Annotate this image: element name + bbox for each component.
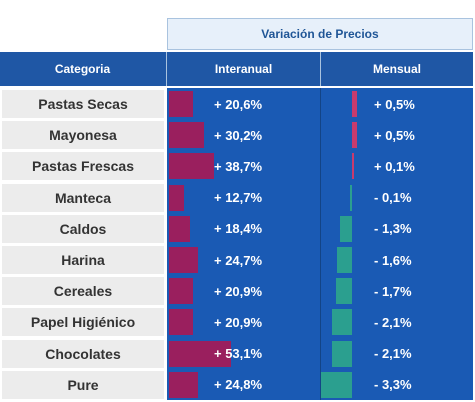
header-separator [166, 52, 167, 86]
interanual-bar [169, 278, 194, 305]
category-label: Papel Higiénico [2, 308, 164, 337]
interanual-value: + 20,9% [214, 283, 263, 299]
header-separator [320, 52, 321, 86]
interanual-header: Interanual [214, 62, 273, 76]
interanual-bar [169, 215, 191, 242]
mensual-value: - 3,3% [374, 377, 412, 393]
mensual-value: - 1,3% [374, 221, 412, 237]
column-header-bar [0, 52, 473, 86]
category-header: Categoria [54, 62, 111, 76]
interanual-bar [169, 340, 231, 367]
mensual-value: - 2,1% [374, 346, 412, 362]
interanual-bar [169, 247, 198, 273]
mensual-bar [350, 184, 352, 211]
interanual-value: + 20,9% [214, 314, 263, 330]
interanual-value: + 18,4% [214, 221, 263, 237]
category-label: Pure [2, 370, 164, 399]
mensual-header: Mensual [372, 62, 421, 76]
mensual-value: + 0,5% [374, 127, 415, 143]
mensual-bar [352, 91, 357, 117]
group-header: Variación de Precios [167, 18, 473, 50]
mensual-value: - 1,7% [374, 283, 412, 299]
mensual-bar [335, 278, 352, 305]
category-label: Manteca [2, 183, 164, 212]
column-separator [320, 88, 321, 400]
interanual-bar [169, 122, 205, 149]
category-label: Pastas Secas [2, 90, 164, 118]
interanual-bar [169, 309, 194, 336]
interanual-bar [169, 153, 214, 180]
mensual-bar [336, 247, 352, 273]
mensual-value: + 0,1% [374, 158, 415, 174]
mensual-bar [332, 309, 352, 336]
mensual-bar [332, 340, 352, 367]
category-label: Pastas Frescas [2, 152, 164, 181]
mensual-bar [352, 153, 354, 180]
interanual-bar [169, 371, 198, 398]
category-label: Caldos [2, 214, 164, 243]
category-label: Cereales [2, 277, 164, 306]
mensual-bar [339, 215, 352, 242]
interanual-value: + 38,7% [214, 158, 263, 174]
interanual-bar [169, 184, 184, 211]
mensual-value: - 1,6% [374, 252, 412, 268]
mensual-value: - 0,1% [374, 190, 412, 206]
category-label: Chocolates [2, 339, 164, 368]
interanual-value: + 30,2% [214, 127, 263, 143]
interanual-value: + 53,1% [214, 346, 263, 362]
interanual-value: + 24,8% [214, 377, 263, 393]
mensual-value: + 0,5% [374, 96, 415, 112]
mensual-bar [352, 122, 357, 149]
category-label: Mayonesa [2, 121, 164, 150]
group-title: Variación de Precios [261, 27, 379, 41]
interanual-value: + 24,7% [214, 252, 263, 268]
category-label: Harina [2, 246, 164, 274]
interanual-bar [169, 91, 193, 117]
mensual-value: - 2,1% [374, 314, 412, 330]
mensual-bar [320, 371, 352, 398]
interanual-value: + 12,7% [214, 190, 263, 206]
interanual-value: + 20,6% [214, 96, 263, 112]
